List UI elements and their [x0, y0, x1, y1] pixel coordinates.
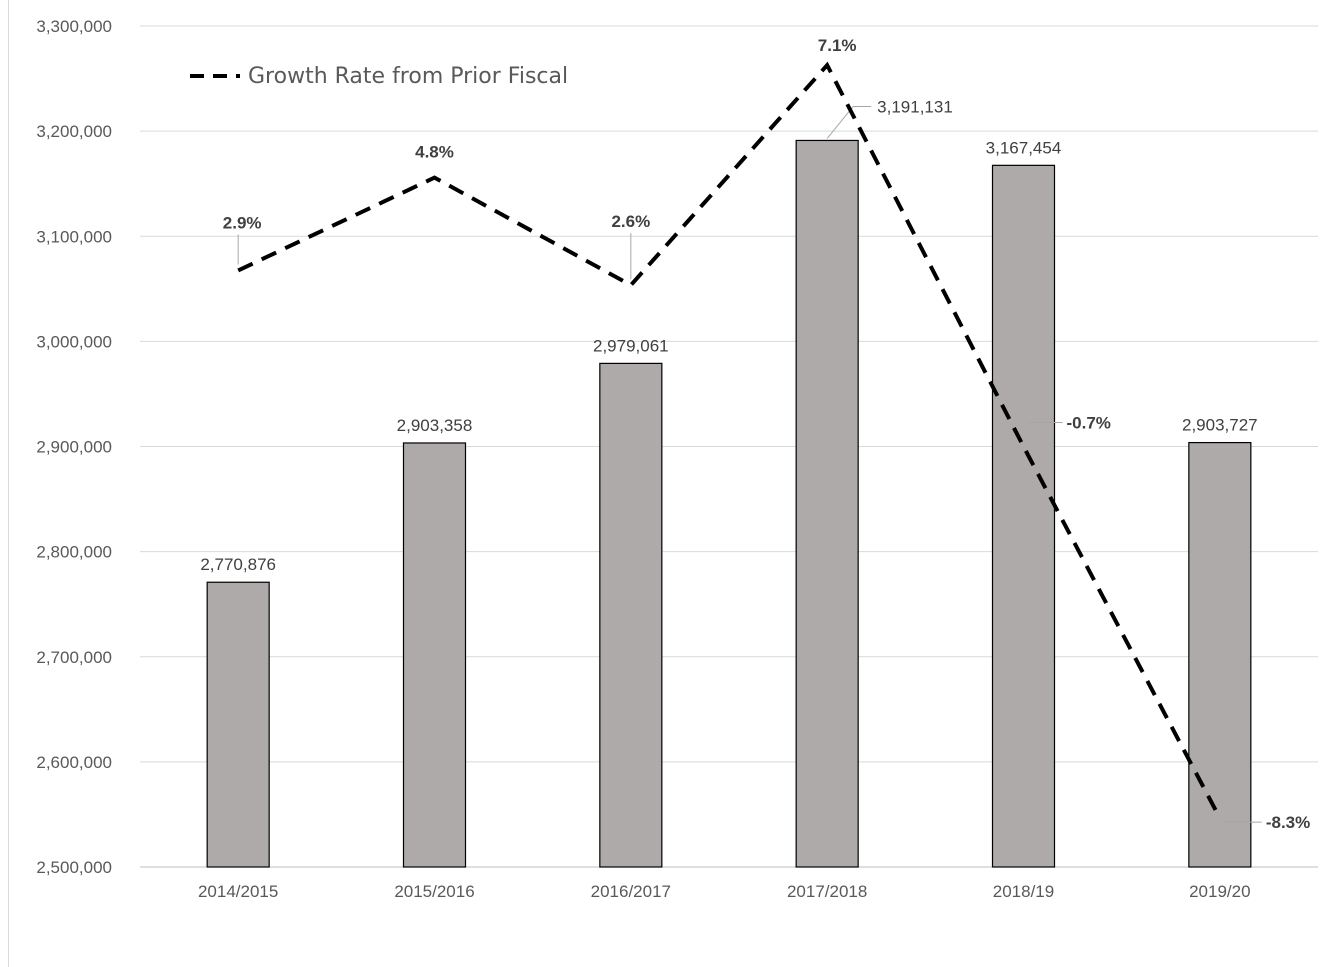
growth-line — [237, 61, 1222, 820]
bar-label-leader — [826, 105, 872, 139]
x-tick-label: 2017/2018 — [787, 882, 867, 901]
bar-series: 2,770,876 2,903,358 2,979,061 3,191,131 3,16… — [200, 97, 1258, 868]
y-tick-label: 2,900,000 — [36, 438, 112, 457]
x-tick-label: 2014/2015 — [198, 882, 278, 901]
y-tick-label: 3,300,000 — [36, 17, 112, 36]
x-tick-label: 2018/19 — [993, 882, 1054, 901]
bar-value-label: 2,903,727 — [1182, 416, 1258, 435]
y-tick-label: 3,100,000 — [36, 227, 112, 246]
y-tick-label: 2,600,000 — [36, 753, 112, 772]
x-tick-label: 2019/20 — [1189, 882, 1250, 901]
y-tick-label: 2,800,000 — [36, 543, 112, 562]
bar — [599, 362, 663, 868]
legend: Growth Rate from Prior Fiscal — [190, 64, 568, 89]
growth-rate-label: 2.9% — [223, 213, 262, 232]
growth-line-series: 2.9% 4.8% 2.6% 7.1% -0.7% -8.3% — [223, 36, 1310, 832]
growth-rate-label: -0.7% — [1067, 414, 1111, 433]
bar-value-label: 2,979,061 — [593, 336, 669, 355]
y-tick-label: 3,000,000 — [36, 332, 112, 351]
bar-value-label: 2,903,358 — [397, 416, 473, 435]
y-axis-ticks: 2,500,000 2,600,000 2,700,000 2,800,000 2,90… — [36, 17, 112, 877]
bar — [402, 442, 467, 868]
x-axis-ticks: 2014/2015 2015/2016 2016/2017 2017/2018 2018… — [198, 882, 1251, 901]
bar-value-label: 2,770,876 — [200, 555, 276, 574]
chart-frame — [8, 0, 1344, 967]
growth-rate-label: -8.3% — [1266, 813, 1310, 832]
x-tick-label: 2016/2017 — [591, 882, 671, 901]
y-tick-label: 2,500,000 — [36, 858, 112, 877]
y-tick-label: 2,700,000 — [36, 648, 112, 667]
gridlines — [140, 25, 1318, 868]
bar — [1188, 441, 1252, 868]
growth-rate-label: 4.8% — [415, 143, 454, 162]
bar — [795, 139, 859, 868]
y-tick-label: 3,200,000 — [36, 122, 112, 141]
bar — [206, 581, 270, 868]
legend-label: Growth Rate from Prior Fiscal — [248, 64, 568, 89]
bar — [991, 164, 1056, 868]
x-tick-label: 2015/2016 — [394, 882, 474, 901]
growth-rate-label: 7.1% — [818, 36, 857, 55]
growth-rate-label: 2.6% — [611, 212, 650, 231]
bar-value-label: 3,167,454 — [986, 138, 1062, 157]
bar-value-label: 3,191,131 — [877, 97, 953, 116]
